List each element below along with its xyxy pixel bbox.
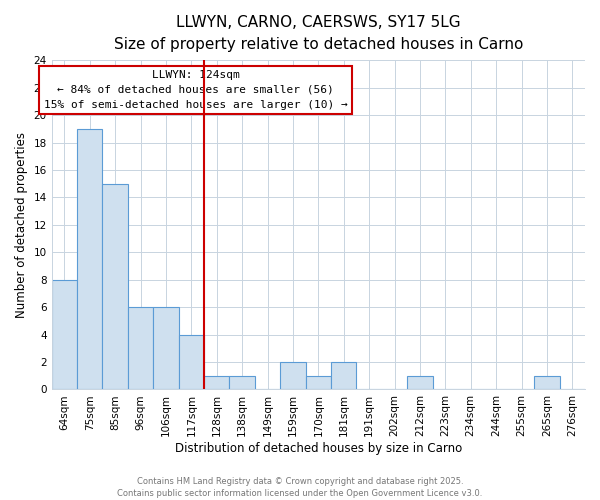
- Bar: [52, 280, 77, 390]
- Text: Contains HM Land Registry data © Crown copyright and database right 2025.
Contai: Contains HM Land Registry data © Crown c…: [118, 476, 482, 498]
- Bar: [229, 376, 255, 390]
- Bar: [305, 376, 331, 390]
- Bar: [128, 307, 153, 390]
- Y-axis label: Number of detached properties: Number of detached properties: [15, 132, 28, 318]
- Bar: [407, 376, 433, 390]
- Bar: [77, 129, 103, 390]
- Bar: [179, 334, 204, 390]
- Bar: [331, 362, 356, 390]
- Bar: [204, 376, 229, 390]
- Bar: [153, 307, 179, 390]
- Bar: [280, 362, 305, 390]
- Bar: [534, 376, 560, 390]
- X-axis label: Distribution of detached houses by size in Carno: Distribution of detached houses by size …: [175, 442, 462, 455]
- Text: LLWYN: 124sqm
← 84% of detached houses are smaller (56)
15% of semi-detached hou: LLWYN: 124sqm ← 84% of detached houses a…: [44, 70, 347, 110]
- Bar: [103, 184, 128, 390]
- Title: LLWYN, CARNO, CAERSWS, SY17 5LG
Size of property relative to detached houses in : LLWYN, CARNO, CAERSWS, SY17 5LG Size of …: [113, 15, 523, 52]
